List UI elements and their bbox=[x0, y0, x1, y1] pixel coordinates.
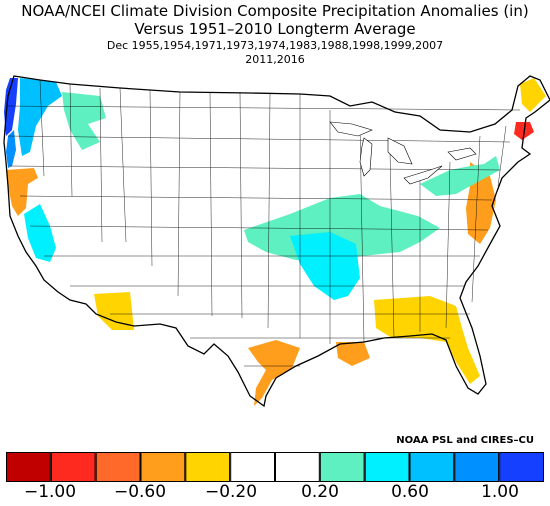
division-boundary bbox=[69, 83, 73, 197]
legend-swatch bbox=[364, 452, 410, 482]
map-title: NOAA/NCEI Climate Division Composite Pre… bbox=[21, 2, 529, 20]
legend-swatch bbox=[275, 452, 320, 482]
region-central-california bbox=[24, 204, 56, 262]
division-boundary bbox=[99, 87, 103, 243]
legend-swatch bbox=[140, 452, 186, 482]
division-boundary bbox=[209, 91, 213, 317]
legend-swatch bbox=[230, 452, 275, 482]
region-idaho-montana-wyoming bbox=[62, 92, 106, 150]
legend-label: −1.00 bbox=[23, 482, 77, 502]
composite-years-continued: 2011,2016 bbox=[245, 53, 305, 66]
legend-swatch bbox=[95, 452, 141, 482]
legend-swatch bbox=[499, 452, 544, 482]
region-western-washington-oregon-interior bbox=[18, 78, 62, 156]
region-southern-arizona bbox=[94, 292, 134, 330]
legend-swatch bbox=[319, 452, 365, 482]
division-boundary bbox=[177, 91, 181, 297]
region-northern-california-coast bbox=[6, 168, 38, 216]
color-legend bbox=[6, 452, 544, 482]
division-boundary bbox=[7, 135, 511, 143]
division-boundary bbox=[149, 89, 153, 267]
legend-swatch bbox=[50, 452, 96, 482]
region-maine bbox=[520, 78, 546, 112]
division-boundary bbox=[471, 135, 481, 303]
great-lakes bbox=[329, 121, 477, 185]
legend-label: −0.60 bbox=[113, 482, 167, 502]
anomaly-regions bbox=[4, 78, 546, 406]
region-texas-gulf-coast bbox=[248, 340, 300, 406]
region-gulf-states-florida bbox=[374, 296, 480, 384]
division-boundary bbox=[389, 151, 395, 339]
region-lower-mississippi-arkansas-mississippi bbox=[290, 232, 360, 300]
legend-swatch bbox=[6, 452, 51, 482]
legend-swatch bbox=[409, 452, 455, 482]
legend-labels: −1.00 −0.60 −0.20 0.20 0.60 1.00 bbox=[0, 482, 550, 506]
region-mid-mississippi-ohio-valley bbox=[244, 194, 440, 262]
division-boundary bbox=[19, 195, 493, 201]
division-boundary bbox=[497, 125, 507, 187]
map-subtitle: Versus 1951–2010 Longterm Average bbox=[134, 20, 416, 38]
division-boundary bbox=[267, 93, 271, 329]
division-boundary bbox=[445, 161, 451, 329]
legend-label: 1.00 bbox=[481, 482, 519, 502]
region-washington-coast bbox=[4, 78, 18, 136]
division-boundary bbox=[119, 87, 127, 243]
legend-label: 0.20 bbox=[301, 482, 339, 502]
us-climate-division-map bbox=[3, 75, 550, 408]
division-boundary bbox=[239, 92, 243, 319]
legend-swatch bbox=[454, 452, 500, 482]
legend-label: 0.60 bbox=[391, 482, 429, 502]
composite-years: Dec 1955,1954,1971,1973,1974,1983,1988,1… bbox=[106, 39, 444, 52]
us-outline bbox=[3, 75, 550, 408]
division-boundary bbox=[9, 165, 501, 171]
data-credit: NOAA PSL and CIRES–CU bbox=[396, 435, 534, 446]
region-louisiana-coast bbox=[336, 342, 370, 366]
legend-label: −0.20 bbox=[204, 482, 258, 502]
region-great-lakes-new-england-interior bbox=[420, 156, 500, 196]
division-boundary bbox=[29, 225, 489, 231]
division-boundary bbox=[39, 79, 45, 177]
legend-swatch bbox=[185, 452, 231, 482]
region-oregon-coast bbox=[6, 130, 16, 168]
division-boundary bbox=[7, 105, 521, 111]
